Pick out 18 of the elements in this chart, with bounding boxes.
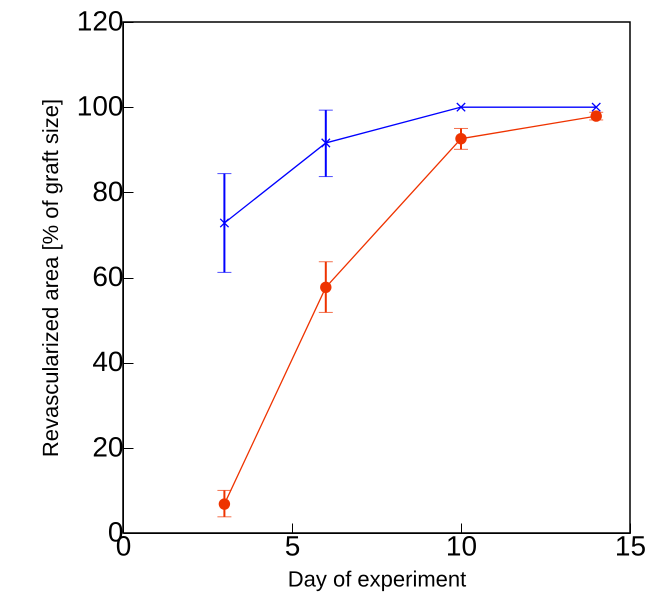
x-tick-label: 15 bbox=[614, 530, 646, 562]
point bbox=[320, 282, 332, 293]
point bbox=[320, 138, 331, 148]
point bbox=[456, 102, 466, 112]
y-tick-label: 60 bbox=[92, 261, 124, 292]
y-tick-label: 100 bbox=[76, 90, 124, 122]
point bbox=[591, 102, 602, 112]
y-tick-label: 40 bbox=[92, 346, 124, 378]
point bbox=[220, 218, 230, 228]
x-tick-label: 5 bbox=[284, 530, 300, 562]
x-axis-title: Day of experiment bbox=[288, 566, 466, 592]
y-tick-label: 80 bbox=[92, 176, 124, 207]
y-axis-title: Revascularized area [% of graft size] bbox=[38, 98, 63, 458]
point bbox=[218, 498, 230, 510]
point bbox=[455, 132, 467, 144]
y-tick-label: 120 bbox=[76, 6, 124, 36]
x-tick-label: 10 bbox=[446, 530, 478, 562]
y-tick-label: 20 bbox=[92, 431, 124, 462]
